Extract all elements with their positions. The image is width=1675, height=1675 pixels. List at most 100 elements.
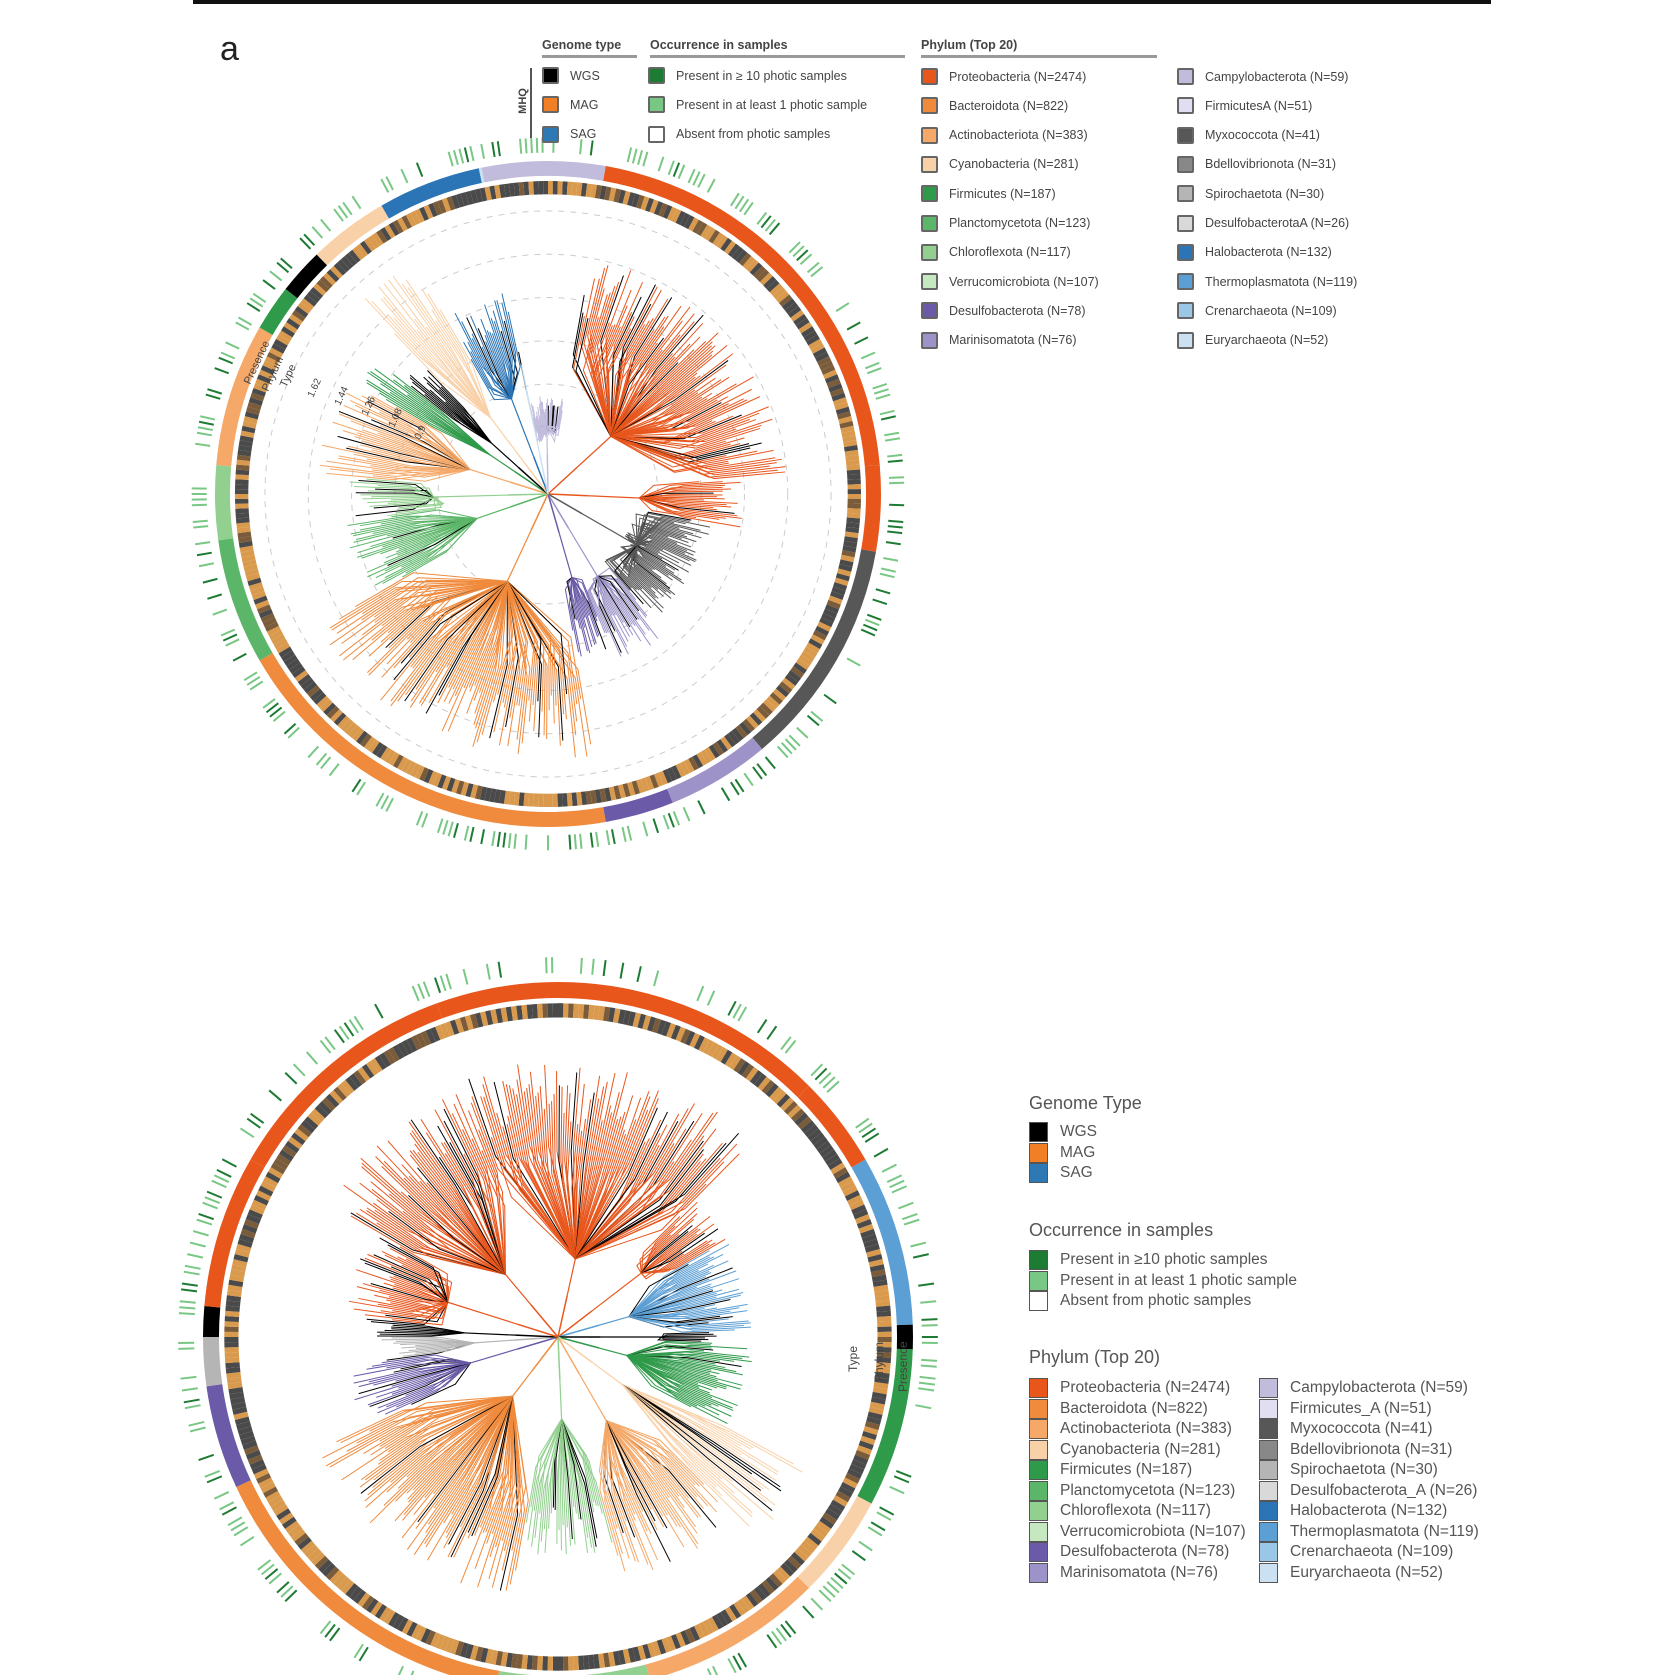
type-ring-segment	[576, 791, 583, 806]
tree-branch	[592, 575, 613, 616]
type-ring-segment	[260, 1180, 276, 1192]
tree-branch	[506, 580, 550, 711]
type-ring-segment	[273, 1158, 289, 1171]
tree-branch	[605, 1420, 698, 1534]
legend-item-phylum: Verrucomicrobiota (N=107)	[921, 273, 1099, 291]
tree-branch	[605, 1420, 680, 1497]
type-ring-segment	[627, 192, 636, 207]
tree-branch	[574, 1107, 658, 1260]
presence-tick	[732, 1655, 742, 1671]
tree-branch	[610, 345, 712, 437]
phylum-ring-segment	[797, 1085, 866, 1168]
type-ring-segment	[449, 1019, 460, 1035]
presence-tick	[187, 1253, 204, 1259]
type-ring-segment	[349, 1586, 363, 1601]
type-ring-segment	[617, 784, 626, 799]
phylum-ring-segment	[203, 1306, 221, 1337]
presence-tick	[195, 541, 211, 546]
type-ring-segment	[805, 642, 820, 654]
type-ring-segment	[783, 1559, 798, 1573]
presence-tick	[861, 1127, 877, 1139]
tree-branch	[610, 356, 676, 437]
presence-tick	[921, 1318, 938, 1321]
tree-branch	[501, 293, 517, 399]
tree-branch	[368, 580, 508, 676]
tree-branch	[626, 1344, 748, 1356]
type-ring-segment	[425, 1028, 436, 1044]
type-ring-segment	[761, 1079, 775, 1095]
phylum-ring-segment	[851, 1159, 913, 1326]
presence-tick	[846, 321, 861, 331]
type-ring-segment	[684, 1030, 696, 1046]
type-ring-segment	[401, 215, 412, 230]
type-ring-segment	[692, 754, 704, 769]
type-ring-segment	[688, 756, 699, 771]
type-ring-segment	[224, 1352, 240, 1358]
legend-swatch	[1029, 1250, 1048, 1270]
type-ring-segment	[585, 183, 593, 198]
type-ring-segment	[790, 666, 805, 678]
legend-label: Firmicutes (N=187)	[949, 186, 1056, 201]
tree-branch	[469, 468, 511, 483]
tree-branch	[360, 1395, 513, 1494]
tree-branch	[628, 1310, 748, 1320]
tree-branch	[578, 1373, 607, 1421]
type-ring-segment	[294, 670, 309, 682]
type-ring-segment	[303, 681, 318, 694]
tree-branch	[547, 493, 583, 515]
type-ring-segment	[260, 1482, 276, 1494]
type-ring-segment	[867, 1254, 883, 1263]
type-ring-segment	[388, 751, 400, 766]
type-ring-segment	[250, 586, 265, 596]
phylum-ring-segment	[204, 1159, 265, 1308]
tree-branch	[506, 581, 536, 701]
legend-item-phylum: Firmicutes (N=187)	[1029, 1460, 1192, 1480]
legend-item-phylum: Crenarchaeota (N=109)	[1177, 302, 1337, 320]
presence-tick	[784, 738, 797, 751]
type-ring-segment	[563, 1656, 569, 1671]
type-ring-segment	[239, 435, 254, 443]
legend-label: Planctomycetota (N=123)	[1060, 1481, 1236, 1499]
tree-branch	[490, 1136, 576, 1260]
type-ring-segment	[607, 1007, 616, 1023]
presence-tick	[458, 148, 465, 164]
presence-tick	[188, 1420, 205, 1427]
type-ring-segment	[858, 1440, 874, 1451]
type-ring-segment	[405, 761, 417, 776]
tree-branch	[614, 544, 644, 605]
tree-branch	[610, 388, 752, 437]
type-ring-segment	[696, 751, 708, 766]
legend-item-phylum: Myxococcota (N=41)	[1177, 126, 1320, 144]
presence-tick	[866, 367, 882, 375]
legend-label: Proteobacteria (N=2474)	[1060, 1379, 1231, 1396]
tree-branch	[387, 1244, 449, 1303]
presence-tick	[830, 1576, 844, 1589]
type-ring-segment	[844, 445, 858, 452]
presence-tick	[184, 1264, 201, 1270]
tree-branch	[448, 1395, 514, 1545]
type-ring-segment	[249, 1204, 265, 1215]
presence-tick	[579, 139, 583, 155]
tree-branch	[598, 326, 621, 437]
presence-tick	[826, 1581, 840, 1594]
type-ring-segment	[864, 1243, 880, 1253]
presence-tick	[480, 829, 486, 845]
presence-tick	[198, 1213, 215, 1221]
tree-branch	[391, 509, 478, 519]
type-ring-segment	[224, 1310, 240, 1317]
type-ring-segment	[235, 503, 249, 509]
legend-label: Campylobacterota (N=59)	[1205, 69, 1349, 84]
tree-branch	[622, 1384, 779, 1473]
type-ring-segment	[510, 1653, 518, 1669]
presence-tick	[860, 351, 876, 360]
bottom-circular-tree	[178, 957, 938, 1675]
type-ring-segment	[306, 685, 321, 698]
presence-tick	[232, 652, 247, 662]
presence-tick	[246, 302, 261, 312]
tree-branch	[544, 1418, 563, 1553]
presence-tick	[866, 613, 882, 621]
type-ring-segment	[271, 634, 286, 645]
tree-branch	[319, 464, 471, 475]
tree-branch	[467, 341, 512, 400]
type-ring-segment	[392, 1044, 405, 1060]
